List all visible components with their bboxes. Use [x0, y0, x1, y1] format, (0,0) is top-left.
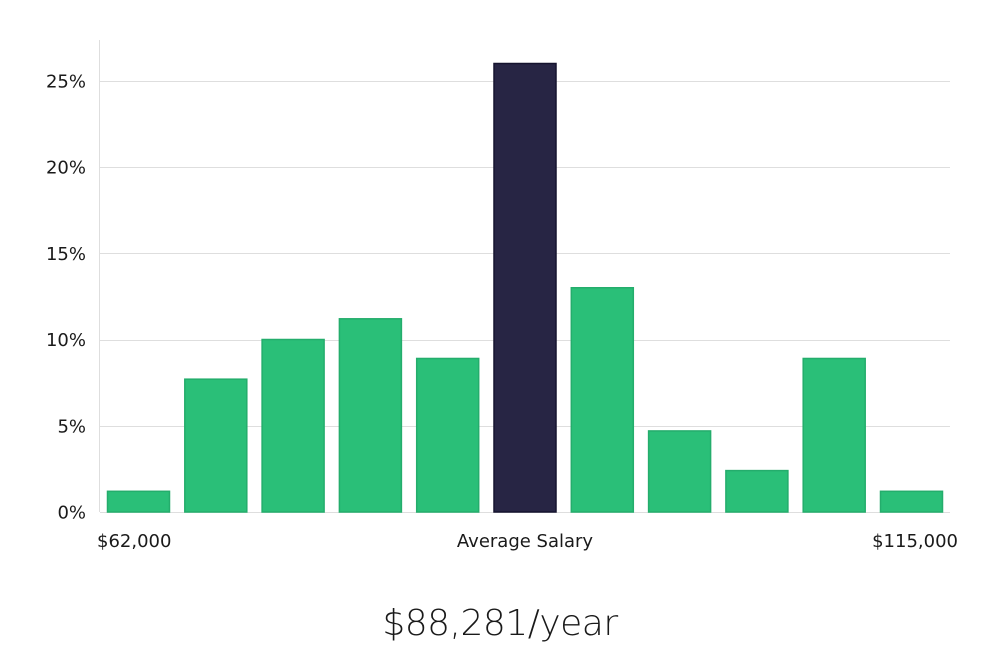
x-max-label: $115,000 — [872, 531, 958, 552]
y-tick-label: 20% — [46, 158, 86, 179]
x-labels: $62,000 Average Salary $115,000 — [97, 531, 958, 552]
bar — [570, 287, 635, 513]
y-tick-label: 0% — [57, 503, 86, 524]
bar — [261, 338, 325, 513]
bar-highlighted — [493, 62, 557, 513]
bar — [106, 490, 171, 513]
bars — [106, 62, 944, 513]
bar — [647, 430, 712, 513]
y-tick-label: 5% — [57, 416, 86, 437]
average-salary-value: $88,281/year — [382, 603, 618, 644]
y-tick-label: 10% — [46, 330, 86, 351]
salary-histogram: 0% 5% 10% 15% 20% 25% $62,000 Average Salary … — [46, 40, 958, 552]
x-min-label: $62,000 — [97, 531, 171, 552]
x-axis-title: Average Salary — [457, 531, 594, 552]
bar — [415, 357, 480, 513]
bar — [338, 318, 403, 513]
y-tick-label: 15% — [46, 244, 86, 265]
bar — [802, 357, 866, 513]
y-tick-labels: 0% 5% 10% 15% 20% 25% — [46, 71, 86, 523]
bar — [725, 469, 789, 513]
bar — [879, 490, 944, 513]
bar — [184, 378, 248, 513]
y-tick-label: 25% — [46, 71, 86, 92]
